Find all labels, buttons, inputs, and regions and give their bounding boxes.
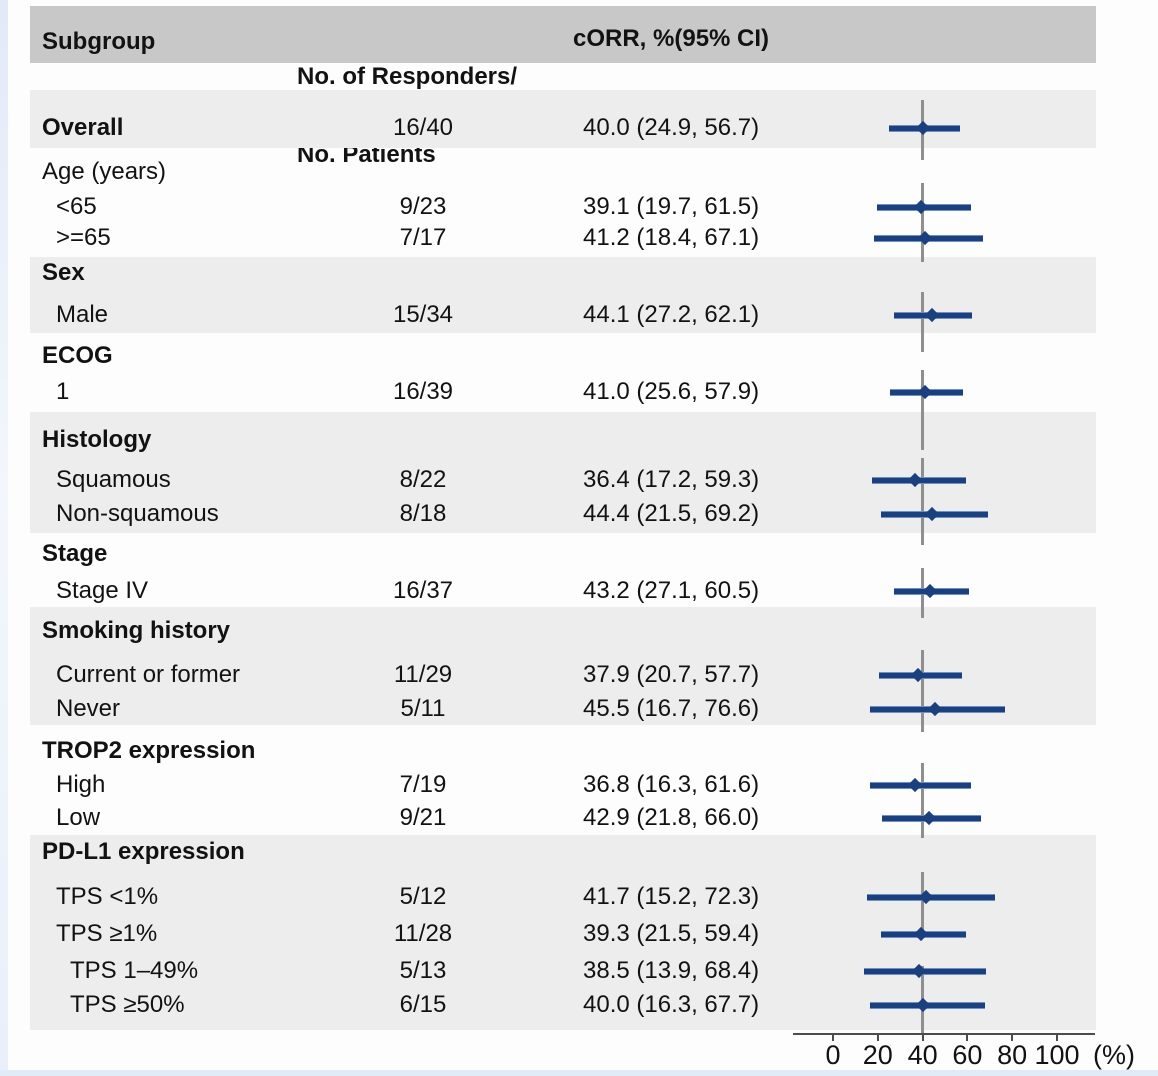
x-axis-tick-label: 20 [862, 1040, 893, 1070]
section-band [30, 257, 1096, 333]
row-corr-value: 39.1 (19.7, 61.5) [583, 193, 760, 220]
row-label: Non-squamous [56, 500, 219, 527]
row-corr-value: 45.5 (16.7, 76.6) [583, 695, 760, 722]
section-header-label: TROP2 expression [42, 737, 256, 764]
column-header-corr: cORR, %(95% CI) [573, 25, 770, 52]
row-corr-value: 36.8 (16.3, 61.6) [583, 771, 760, 798]
row-responders: 16/40 [392, 114, 454, 141]
reference-line-segment [921, 292, 924, 352]
row-responders: 8/18 [399, 500, 447, 527]
row-corr-value: 36.4 (17.2, 59.3) [583, 466, 760, 493]
row-label: >=65 [56, 224, 111, 251]
x-axis-tick-label: 40 [907, 1040, 938, 1070]
x-axis-tick [921, 1033, 924, 1041]
section-header-label: PD-L1 expression [42, 838, 245, 865]
row-corr-value: 41.2 (18.4, 67.1) [583, 224, 760, 251]
section-header-label: Smoking history [42, 617, 231, 644]
row-label: Male [56, 301, 109, 328]
reference-line-segment [921, 763, 924, 838]
row-label: TPS <1% [56, 883, 159, 910]
section-band [30, 607, 1096, 725]
x-axis-unit-label: (%) [1093, 1040, 1135, 1070]
row-label: Never [56, 695, 121, 722]
row-responders: 11/29 [393, 661, 453, 688]
row-label: Low [56, 804, 101, 831]
row-label: Current or former [56, 661, 241, 688]
row-corr-value: 41.0 (25.6, 57.9) [583, 378, 760, 405]
section-header-label: Age (years) [42, 158, 167, 185]
row-responders: 7/19 [399, 771, 447, 798]
section-band [30, 90, 1096, 148]
column-header-subgroup: Subgroup [42, 28, 156, 55]
row-label: <65 [56, 193, 97, 220]
row-responders: 11/28 [393, 920, 453, 947]
table-header-band: Subgroup No. of Responders/ No. Patients… [30, 6, 1096, 168]
x-axis-tick [832, 1033, 834, 1041]
reference-line-segment [921, 872, 924, 937]
x-axis-tick [966, 1033, 969, 1041]
row-responders: 15/34 [392, 301, 454, 328]
row-label: TPS 1–49% [70, 957, 199, 984]
x-axis-tick-label: 80 [997, 1040, 1028, 1070]
section-header-label: ECOG [42, 342, 113, 369]
point-estimate-marker [917, 384, 932, 400]
row-corr-value: 38.5 (13.9, 68.4) [583, 957, 760, 984]
row-responders: 5/12 [399, 883, 447, 910]
x-axis-tick [876, 1033, 879, 1041]
row-label: High [56, 771, 106, 798]
row-corr-value: 39.3 (21.5, 59.4) [583, 920, 760, 947]
row-responders: 16/39 [392, 378, 454, 405]
row-responders: 9/21 [399, 804, 447, 831]
bottom-edge-decoration [0, 1070, 1158, 1076]
row-label: TPS ≥50% [70, 991, 185, 1018]
row-label: Overall [42, 114, 124, 141]
x-axis-tick-label: 100 [1034, 1040, 1080, 1070]
row-responders: 5/13 [399, 957, 447, 984]
reference-line-segment [921, 183, 924, 262]
section-header-label: Stage [42, 540, 108, 567]
row-label: Stage IV [56, 577, 149, 604]
section-header-label: Histology [42, 426, 152, 453]
left-edge-decoration [0, 0, 8, 1076]
row-corr-value: 43.2 (27.1, 60.5) [583, 577, 760, 604]
row-corr-value: 37.9 (20.7, 57.7) [583, 661, 760, 688]
row-responders: 16/37 [392, 577, 454, 604]
row-label: TPS ≥1% [56, 920, 158, 947]
section-header-label: Sex [42, 259, 85, 286]
point-estimate-marker [913, 199, 928, 215]
reference-line-segment [921, 650, 924, 732]
row-corr-value: 40.0 (16.3, 67.7) [583, 991, 760, 1018]
x-axis-tick [1011, 1033, 1014, 1041]
row-corr-value: 44.1 (27.2, 62.1) [583, 301, 760, 328]
row-corr-value: 41.7 (15.2, 72.3) [583, 883, 760, 910]
x-axis-tick [1056, 1033, 1058, 1041]
row-responders: 5/11 [400, 695, 446, 722]
row-corr-value: 40.0 (24.9, 56.7) [583, 114, 760, 141]
row-label: 1 [56, 378, 70, 405]
row-responders: 7/17 [399, 224, 447, 251]
row-corr-value: 42.9 (21.8, 66.0) [583, 804, 760, 831]
row-label: Squamous [56, 466, 171, 493]
row-responders: 8/22 [399, 466, 447, 493]
x-axis-line [793, 1033, 1095, 1035]
x-axis-tick-label: 0 [825, 1040, 841, 1070]
row-responders: 6/15 [399, 991, 447, 1018]
reference-line-segment [921, 458, 924, 545]
row-responders: 9/23 [399, 193, 447, 220]
point-estimate-marker [922, 810, 937, 826]
x-axis-tick-label: 60 [952, 1040, 983, 1070]
point-estimate-marker [922, 583, 937, 599]
row-corr-value: 44.4 (21.5, 69.2) [583, 500, 760, 527]
reference-line-segment [921, 370, 924, 450]
